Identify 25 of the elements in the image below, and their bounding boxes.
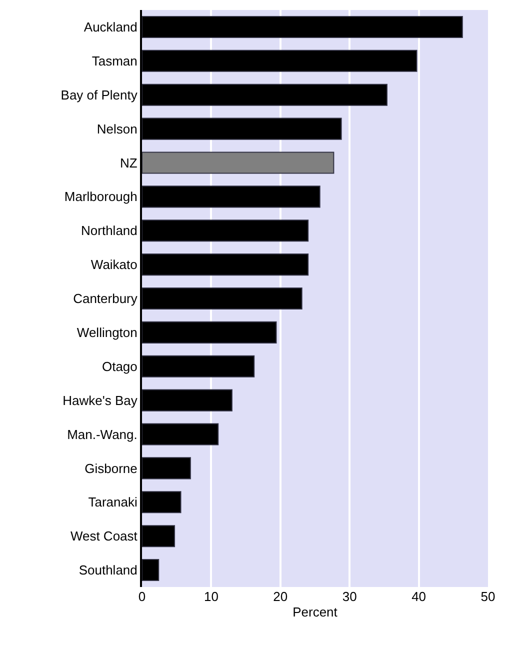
y-tick-label: Man.-Wang.	[67, 426, 138, 442]
y-tick-label: Hawke's Bay	[62, 392, 138, 408]
x-tick-label: 0	[138, 589, 146, 604]
y-tick-label: Marlborough	[64, 189, 138, 204]
x-tick-label: 50	[480, 589, 496, 604]
y-tick-label: Wellington	[76, 324, 138, 340]
y-tick-label: West Coast	[70, 528, 138, 544]
bar	[142, 152, 334, 174]
x-tick-label: 20	[273, 589, 288, 604]
x-tick-label: 40	[412, 589, 426, 604]
x-tick-label: 10	[204, 589, 218, 604]
y-tick-label: Waikato	[90, 257, 138, 272]
y-tick-label: Southland	[78, 562, 138, 578]
y-tick-label: Otago	[102, 358, 138, 374]
y-tick-label: Auckland	[84, 20, 138, 35]
y-tick-label: Nelson	[96, 121, 138, 136]
y-tick-label: Taranaki	[88, 494, 138, 510]
y-tick-label: Gisborne	[84, 460, 138, 476]
y-tick-label: Tasman	[92, 53, 138, 68]
x-axis-title: Percent	[292, 604, 338, 620]
y-tick-label: Canterbury	[73, 291, 138, 306]
y-tick-label: Northland	[81, 223, 138, 238]
y-tick-label: NZ	[120, 155, 138, 170]
y-tick-label: Bay of Plenty	[60, 87, 138, 102]
x-tick-label: 30	[342, 589, 357, 604]
